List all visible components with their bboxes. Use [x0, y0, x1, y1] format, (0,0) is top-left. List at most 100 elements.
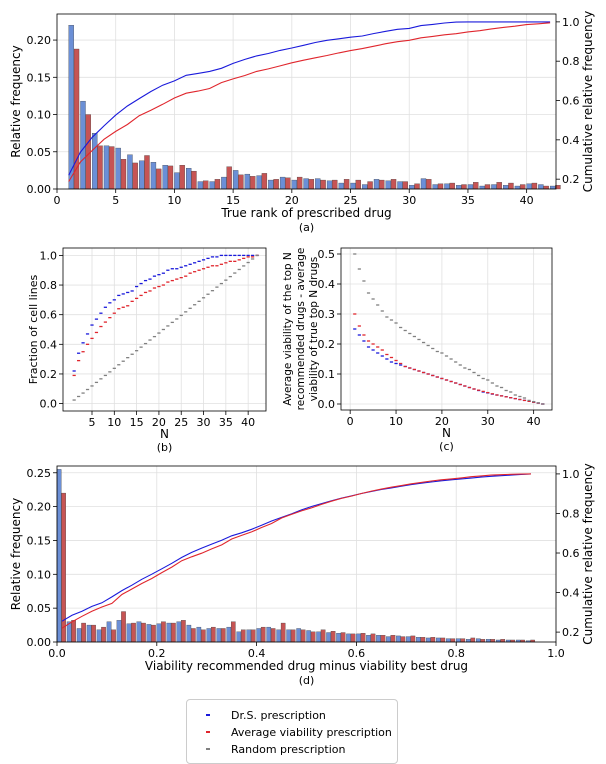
- panel-caption: (d): [299, 674, 315, 687]
- panel-d: 0.0 0.2 0.4 0.6 0.8 1.0 0.00 0.05 0.10 0.15 0.20 0.…: [9, 463, 595, 687]
- x-tick-label: 25: [344, 194, 358, 207]
- bar: [226, 166, 232, 190]
- bar: [402, 181, 408, 190]
- bar: [426, 179, 432, 190]
- bar: [330, 631, 336, 643]
- bar: [291, 179, 297, 190]
- bar: [111, 629, 116, 643]
- plot-frame: [56, 465, 557, 643]
- bar: [555, 185, 561, 190]
- bar: [338, 182, 344, 190]
- y-axis-label: Fraction of cell lines: [27, 274, 40, 384]
- y-tick-label: 0.4: [318, 278, 336, 291]
- bar: [370, 633, 376, 643]
- bar: [400, 636, 406, 643]
- bar: [350, 182, 356, 190]
- bar: [460, 638, 466, 643]
- bar: [156, 623, 162, 643]
- bar: [379, 179, 385, 190]
- x-tick-label: 20: [152, 416, 166, 429]
- bar: [232, 170, 239, 190]
- bar: [390, 179, 397, 190]
- x-tick-label: 0.4: [248, 647, 266, 660]
- bar: [286, 629, 291, 643]
- y-axis-label-line: viability of true top N drugs: [308, 257, 320, 402]
- bar: [280, 622, 286, 643]
- bar: [476, 638, 481, 643]
- bar: [97, 145, 103, 190]
- cumulative-line: [68, 21, 551, 176]
- bar: [238, 174, 244, 190]
- y-tick-label: 0.25: [27, 467, 52, 480]
- y-tick-label: 0.10: [27, 568, 52, 581]
- bar: [430, 637, 436, 643]
- y-tick-label: 0.8: [40, 279, 58, 292]
- y-tick-label: 0.5: [318, 248, 336, 261]
- x-tick-label: 30: [481, 415, 495, 428]
- panel-c: 0 10 20 30 40 0.0 0.1 0.2 0.3 0.4 0.5 N(c) Average v…: [282, 247, 553, 453]
- bar: [156, 168, 162, 190]
- bar: [103, 145, 110, 190]
- y-axis-label: Relative frequency: [9, 45, 23, 157]
- bar: [121, 611, 126, 643]
- bar: [226, 626, 232, 643]
- bar: [380, 635, 386, 643]
- bar: [320, 629, 326, 643]
- x-tick-label: 1.0: [547, 647, 565, 660]
- bar: [485, 639, 491, 643]
- bar: [414, 183, 420, 190]
- bar: [437, 183, 444, 190]
- bar: [484, 184, 491, 190]
- bar: [456, 185, 462, 190]
- bar: [144, 155, 150, 190]
- bar: [350, 633, 356, 643]
- bar: [410, 635, 416, 643]
- x-tick-label: 40: [527, 415, 541, 428]
- bar: [231, 621, 236, 643]
- bar: [343, 179, 350, 190]
- bar: [496, 182, 502, 190]
- y2-tick-label: 0.2: [562, 626, 580, 639]
- y-tick-label: 0.1: [318, 368, 336, 381]
- bar: [362, 184, 368, 190]
- y-tick-label: 0.0: [318, 398, 336, 411]
- bar: [300, 629, 306, 643]
- bar: [531, 182, 538, 190]
- figure: 0 5 10 15 20 25 30 35 400.000.050.100.150.200.20…: [9, 11, 595, 687]
- bar: [139, 160, 145, 190]
- bar: [151, 624, 156, 643]
- bar: [256, 175, 262, 190]
- bar: [520, 184, 526, 190]
- y2-tick-label: 0.8: [562, 55, 580, 68]
- bar: [466, 639, 471, 643]
- bar: [176, 621, 182, 643]
- x-tick-label: 35: [461, 194, 475, 207]
- bar: [543, 185, 549, 190]
- bar: [296, 628, 301, 643]
- x-tick-label: 40: [241, 416, 255, 429]
- x-tick-label: 15: [226, 194, 240, 207]
- bar: [116, 620, 122, 643]
- legend: Dr.S. prescription Average viability pre…: [186, 699, 398, 764]
- bar: [76, 628, 82, 643]
- y-axis-label-line: recommended drugs - average: [295, 248, 307, 411]
- bar: [250, 629, 256, 643]
- x-tick-label: 0.0: [48, 647, 66, 660]
- bar: [167, 165, 174, 190]
- bar: [81, 622, 86, 643]
- bar: [332, 179, 338, 190]
- bar: [216, 628, 222, 643]
- bar: [221, 628, 226, 643]
- bar: [131, 622, 136, 643]
- y-axis-label: Relative frequency: [9, 498, 23, 610]
- y2-tick-label: 0.6: [562, 547, 580, 560]
- y-tick-label: 0.2: [318, 338, 336, 351]
- x-tick-label: 0.2: [148, 647, 166, 660]
- bar: [203, 180, 209, 190]
- bar: [376, 635, 381, 643]
- x-tick-label: 10: [167, 194, 181, 207]
- y2-axis-label: Cumulative relative frequency: [581, 11, 595, 193]
- legend-label: Dr.S. prescription: [231, 708, 326, 722]
- bar: [420, 637, 426, 643]
- y2-tick-label: 1.0: [562, 16, 580, 29]
